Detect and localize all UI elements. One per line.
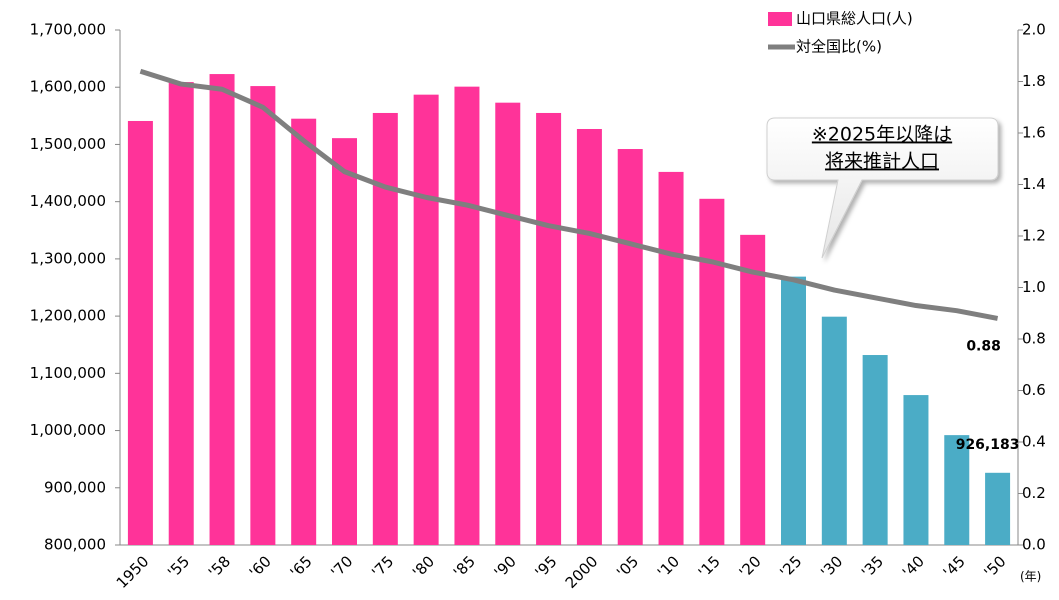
y2-tick-label: 1.8	[1022, 72, 1046, 90]
bar	[250, 86, 276, 546]
legend-label: 対全国比(%)	[796, 38, 882, 56]
y-tick-label: 800,000	[44, 536, 106, 554]
y-tick-label: 1,200,000	[30, 307, 106, 325]
y2-tick-label: 0.6	[1022, 381, 1046, 399]
y-tick-label: 1,100,000	[30, 364, 106, 382]
bar	[209, 74, 235, 546]
y2-tick-label: 1.2	[1022, 227, 1046, 245]
line	[139, 68, 999, 321]
x-tick-label: '65	[287, 552, 316, 581]
x-tick-label: '05	[613, 552, 642, 581]
x-tick-label: '10	[654, 552, 683, 581]
x-tick-label: '58	[205, 552, 234, 581]
x-tick-label: 1950	[113, 552, 153, 592]
x-tick-label: '50	[980, 552, 1009, 581]
x-tick-label: '25	[776, 552, 805, 581]
x-tick-label: 2000	[562, 552, 602, 592]
y2-tick-label: 0.0	[1022, 536, 1046, 554]
x-tick-label: '20	[736, 552, 765, 581]
bar	[127, 120, 153, 545]
y2-tick-label: 1.0	[1022, 278, 1046, 296]
bar	[740, 234, 766, 545]
bar	[576, 128, 602, 545]
x-tick-label: '85	[450, 552, 479, 581]
y2-tick-label: 1.4	[1022, 175, 1046, 193]
x-unit: (年)	[1020, 570, 1041, 584]
legend-swatch	[768, 12, 792, 26]
y2-tick-label: 1.6	[1022, 124, 1046, 142]
y-tick-label: 1,300,000	[30, 249, 106, 267]
bar	[699, 198, 725, 546]
bar	[168, 82, 194, 546]
legend-label: 山口県総人口(人)	[796, 10, 913, 28]
x-tick-label: '90	[491, 552, 520, 581]
bar	[372, 112, 398, 545]
x-tick-label: '70	[327, 552, 356, 581]
callout	[766, 117, 999, 259]
x-tick-label: '75	[368, 552, 397, 581]
bar	[985, 472, 1011, 545]
bar	[862, 355, 888, 545]
x-tick-label: '60	[246, 552, 275, 581]
x-tick-label: '40	[899, 552, 928, 581]
bar	[658, 171, 684, 545]
bar	[495, 102, 521, 545]
plot-area: 800,000 900,000 1,000,000 1,100,000 1,200,00…	[30, 10, 1046, 593]
x-tick-label: '45	[940, 552, 969, 581]
x-tick-label: '55	[164, 552, 193, 581]
bar	[617, 149, 643, 545]
y-tick-label: 1,500,000	[30, 135, 106, 153]
y2-tick-label: 0.8	[1022, 330, 1046, 348]
data-label: 926,183	[956, 437, 1020, 453]
bar	[821, 316, 847, 545]
x-tick-label: '35	[858, 552, 887, 581]
y-tick-label: 900,000	[44, 478, 106, 496]
bar	[332, 138, 357, 545]
y2-tick-label: 2.0	[1022, 21, 1046, 39]
bar	[944, 435, 970, 545]
y2-tick-label: 0.2	[1022, 484, 1046, 502]
data-label: 0.88	[966, 338, 1001, 354]
x-tick-label: '15	[695, 552, 724, 581]
bar	[413, 94, 439, 546]
y-tick-label: 1,000,000	[30, 421, 106, 439]
x-tick-label: '80	[409, 552, 438, 581]
bar	[291, 118, 317, 545]
annotation: ※2025年以降は	[812, 124, 952, 146]
annotation: 将来推計人口	[825, 151, 939, 173]
y2-tick-label: 0.4	[1022, 433, 1046, 451]
bar	[454, 86, 480, 546]
y-tick-label: 1,400,000	[30, 192, 106, 210]
x-tick-label: '95	[531, 552, 560, 581]
bar	[903, 395, 929, 545]
x-tick-label: '30	[817, 552, 846, 581]
y-tick-label: 1,600,000	[30, 78, 106, 96]
bar	[536, 112, 562, 545]
bar	[781, 276, 806, 545]
y-tick-label: 1,700,000	[30, 21, 106, 39]
